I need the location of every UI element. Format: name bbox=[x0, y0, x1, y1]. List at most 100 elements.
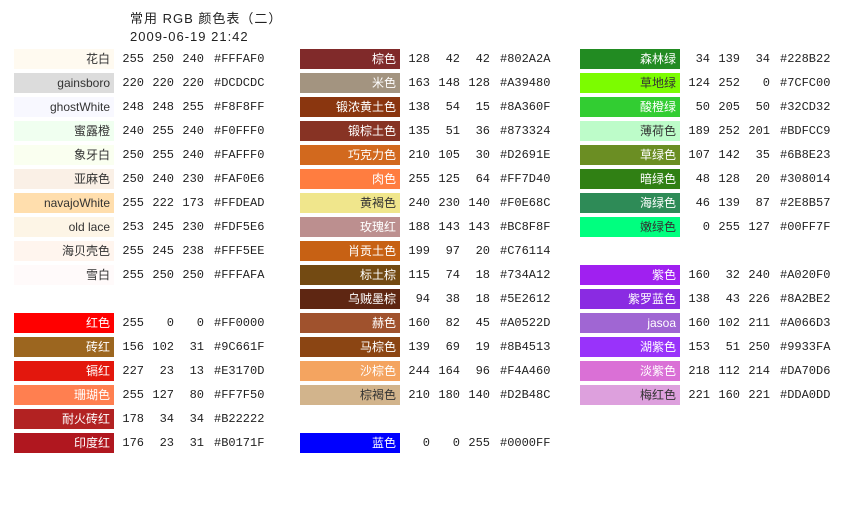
rgb-b: 214 bbox=[740, 364, 770, 378]
color-row: 梅红色221160221#DDA0DD bbox=[580, 384, 846, 406]
rgb-r: 227 bbox=[114, 364, 144, 378]
color-row: 珊瑚色25512780#FF7F50 bbox=[14, 384, 280, 406]
page-title: 常用 RGB 颜色表（二） bbox=[130, 8, 282, 27]
hex-value: #BDFCC9 bbox=[770, 124, 846, 138]
hex-value: #FFDEAD bbox=[204, 196, 280, 210]
rgb-g: 230 bbox=[430, 196, 460, 210]
column-1: 花白255250240#FFFAF0gainsboro220220220#DCD… bbox=[14, 48, 280, 456]
color-swatch: 锻棕土色 bbox=[300, 121, 400, 141]
rgb-r: 160 bbox=[400, 316, 430, 330]
rgb-r: 255 bbox=[114, 244, 144, 258]
rgb-g: 112 bbox=[710, 364, 740, 378]
hex-value: #00FF7F bbox=[770, 220, 846, 234]
color-row: 沙棕色24416496#F4A460 bbox=[300, 360, 566, 382]
rgb-b: 42 bbox=[460, 52, 490, 66]
hex-value: #FAF0E6 bbox=[204, 172, 280, 186]
rgb-r: 255 bbox=[114, 316, 144, 330]
color-swatch: ghostWhite bbox=[14, 97, 114, 117]
color-row: 亚麻色250240230#FAF0E6 bbox=[14, 168, 280, 190]
color-row: 酸橙绿5020550#32CD32 bbox=[580, 96, 846, 118]
color-swatch: 印度红 bbox=[14, 433, 114, 453]
color-swatch: 紫色 bbox=[580, 265, 680, 285]
hex-value: #32CD32 bbox=[770, 100, 846, 114]
hex-value: #F8F8FF bbox=[204, 100, 280, 114]
rgb-r: 221 bbox=[680, 388, 710, 402]
hex-value: #DA70D6 bbox=[770, 364, 846, 378]
rgb-b: 13 bbox=[174, 364, 204, 378]
rgb-g: 148 bbox=[430, 76, 460, 90]
hex-value: #FF7D40 bbox=[490, 172, 566, 186]
color-swatch: 巧克力色 bbox=[300, 145, 400, 165]
hex-value: #0000FF bbox=[490, 436, 566, 450]
color-swatch: 黄褐色 bbox=[300, 193, 400, 213]
color-row: 紫色16032240#A020F0 bbox=[580, 264, 846, 286]
color-row: 棕色1284242#802A2A bbox=[300, 48, 566, 70]
color-row: 棕褐色210180140#D2B48C bbox=[300, 384, 566, 406]
rgb-g: 69 bbox=[430, 340, 460, 354]
rgb-b: 18 bbox=[460, 268, 490, 282]
rgb-r: 218 bbox=[680, 364, 710, 378]
rgb-r: 176 bbox=[114, 436, 144, 450]
rgb-r: 250 bbox=[114, 148, 144, 162]
rgb-g: 23 bbox=[144, 436, 174, 450]
color-row: 象牙白250255240#FAFFF0 bbox=[14, 144, 280, 166]
color-row: 嫩绿色0255127#00FF7F bbox=[580, 216, 846, 238]
hex-value: #308014 bbox=[770, 172, 846, 186]
color-swatch: 锻浓黄土色 bbox=[300, 97, 400, 117]
rgb-g: 82 bbox=[430, 316, 460, 330]
color-swatch: 赫色 bbox=[300, 313, 400, 333]
rgb-b: 34 bbox=[740, 52, 770, 66]
hex-value: #B22222 bbox=[204, 412, 280, 426]
hex-value: #228B22 bbox=[770, 52, 846, 66]
hex-value: #E3170D bbox=[204, 364, 280, 378]
rgb-b: 34 bbox=[174, 412, 204, 426]
rgb-r: 156 bbox=[114, 340, 144, 354]
color-swatch: 紫罗蓝色 bbox=[580, 289, 680, 309]
rgb-g: 180 bbox=[430, 388, 460, 402]
color-swatch: 马棕色 bbox=[300, 337, 400, 357]
hex-value: #FFFAF0 bbox=[204, 52, 280, 66]
hex-value: #9933FA bbox=[770, 340, 846, 354]
color-swatch: 肖贡土色 bbox=[300, 241, 400, 261]
hex-value: #FFF5EE bbox=[204, 244, 280, 258]
color-swatch: 海贝壳色 bbox=[14, 241, 114, 261]
color-row: 草地绿1242520#7CFC00 bbox=[580, 72, 846, 94]
rgb-g: 102 bbox=[710, 316, 740, 330]
color-row: 标土棕1157418#734A12 bbox=[300, 264, 566, 286]
rgb-r: 138 bbox=[680, 292, 710, 306]
color-swatch: 砖红 bbox=[14, 337, 114, 357]
color-row: jasoa160102211#A066D3 bbox=[580, 312, 846, 334]
rgb-b: 0 bbox=[174, 316, 204, 330]
color-row: 薄荷色189252201#BDFCC9 bbox=[580, 120, 846, 142]
page-date: 2009-06-19 21:42 bbox=[130, 29, 282, 44]
rgb-g: 164 bbox=[430, 364, 460, 378]
color-row: 玫瑰红188143143#BC8F8F bbox=[300, 216, 566, 238]
color-row: 巧克力色21010530#D2691E bbox=[300, 144, 566, 166]
rgb-r: 46 bbox=[680, 196, 710, 210]
color-swatch: 标土棕 bbox=[300, 265, 400, 285]
rgb-g: 255 bbox=[144, 148, 174, 162]
color-row: 淡紫色218112214#DA70D6 bbox=[580, 360, 846, 382]
hex-value: #734A12 bbox=[490, 268, 566, 282]
hex-value: #FFFAFA bbox=[204, 268, 280, 282]
rgb-b: 255 bbox=[460, 436, 490, 450]
rgb-b: 143 bbox=[460, 220, 490, 234]
hex-value: #A020F0 bbox=[770, 268, 846, 282]
color-row: 红色25500#FF0000 bbox=[14, 312, 280, 334]
rgb-b: 240 bbox=[740, 268, 770, 282]
color-row: 黄褐色240230140#F0E68C bbox=[300, 192, 566, 214]
rgb-r: 163 bbox=[400, 76, 430, 90]
color-row: 镉红2272313#E3170D bbox=[14, 360, 280, 382]
rgb-g: 23 bbox=[144, 364, 174, 378]
color-row: 锻棕土色1355136#873324 bbox=[300, 120, 566, 142]
hex-value: #F0FFF0 bbox=[204, 124, 280, 138]
column-2: 棕色1284242#802A2A米色163148128#A39480锻浓黄土色1… bbox=[300, 48, 566, 456]
color-row: 肖贡土色1999720#C76114 bbox=[300, 240, 566, 262]
color-row: 马棕色1396919#8B4513 bbox=[300, 336, 566, 358]
rgb-b: 64 bbox=[460, 172, 490, 186]
color-swatch: 肉色 bbox=[300, 169, 400, 189]
rgb-g: 43 bbox=[710, 292, 740, 306]
color-swatch: 草绿色 bbox=[580, 145, 680, 165]
color-row: 印度红1762331#B0171F bbox=[14, 432, 280, 454]
rgb-b: 226 bbox=[740, 292, 770, 306]
